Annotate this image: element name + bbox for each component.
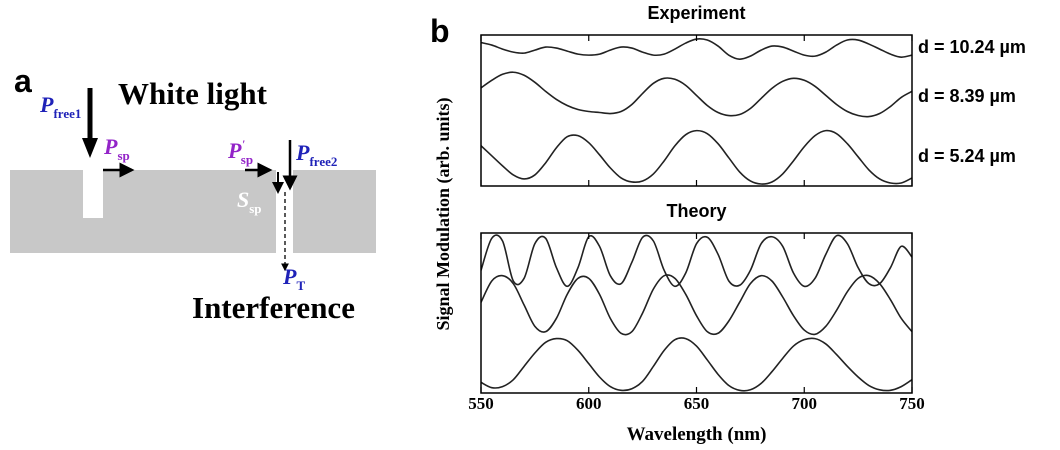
symbol-main: P [295, 140, 310, 165]
x-tick-label: 600 [576, 394, 602, 413]
symbol-sup: ' [241, 137, 245, 151]
curve [481, 337, 912, 392]
symbol-main: P [103, 134, 118, 159]
chart-title: Experiment [647, 3, 745, 23]
curve [481, 71, 912, 118]
symbol-sub: T [296, 278, 305, 293]
curve [481, 129, 912, 185]
symbol-main: P [282, 264, 297, 289]
symbol-main: P [39, 92, 54, 117]
symbol-sub: sp [241, 152, 253, 167]
series-label: d = 10.24 µm [918, 37, 1026, 57]
symbol-sub: sp [249, 201, 261, 216]
x-axis-label: Wavelength (nm) [627, 424, 767, 445]
symbol-sub: free2 [309, 154, 337, 169]
curve [481, 38, 912, 60]
symbol-label: Pfree2 [295, 140, 337, 169]
curve [481, 234, 912, 288]
metal-film [10, 170, 276, 253]
series-label: d = 5.24 µm [918, 146, 1016, 166]
symbol-sub: free1 [53, 106, 81, 121]
symbol-main: S [237, 187, 249, 212]
symbol-label: PT [282, 264, 305, 293]
y-axis-label: Signal Modulation (arb. units) [433, 97, 454, 330]
x-tick-label: 550 [468, 394, 494, 413]
panel-label: a [14, 63, 32, 99]
plot-frame [480, 232, 913, 394]
symbol-label: Pfree1 [39, 92, 81, 121]
symbol-sub: sp [117, 148, 129, 163]
arrow-head [82, 138, 98, 158]
chart-title: Theory [666, 201, 726, 221]
plot-frame [480, 34, 913, 187]
x-tick-label: 650 [684, 394, 710, 413]
x-tick-label: 750 [899, 394, 925, 413]
symbol-label: P' sp [227, 137, 253, 167]
metal-film [293, 170, 376, 253]
panel-label: b [430, 13, 450, 49]
symbol-label: Ssp [237, 187, 262, 216]
diagram-caption: Interference [192, 290, 355, 325]
symbol-label: Psp [103, 134, 130, 163]
curve [481, 274, 912, 336]
series-label: d = 8.39 µm [918, 86, 1016, 106]
diagram-title: White light [118, 76, 268, 111]
x-tick-label: 700 [792, 394, 818, 413]
panel-a: a White light Interference [10, 63, 376, 325]
symbol-main: P [227, 138, 242, 163]
